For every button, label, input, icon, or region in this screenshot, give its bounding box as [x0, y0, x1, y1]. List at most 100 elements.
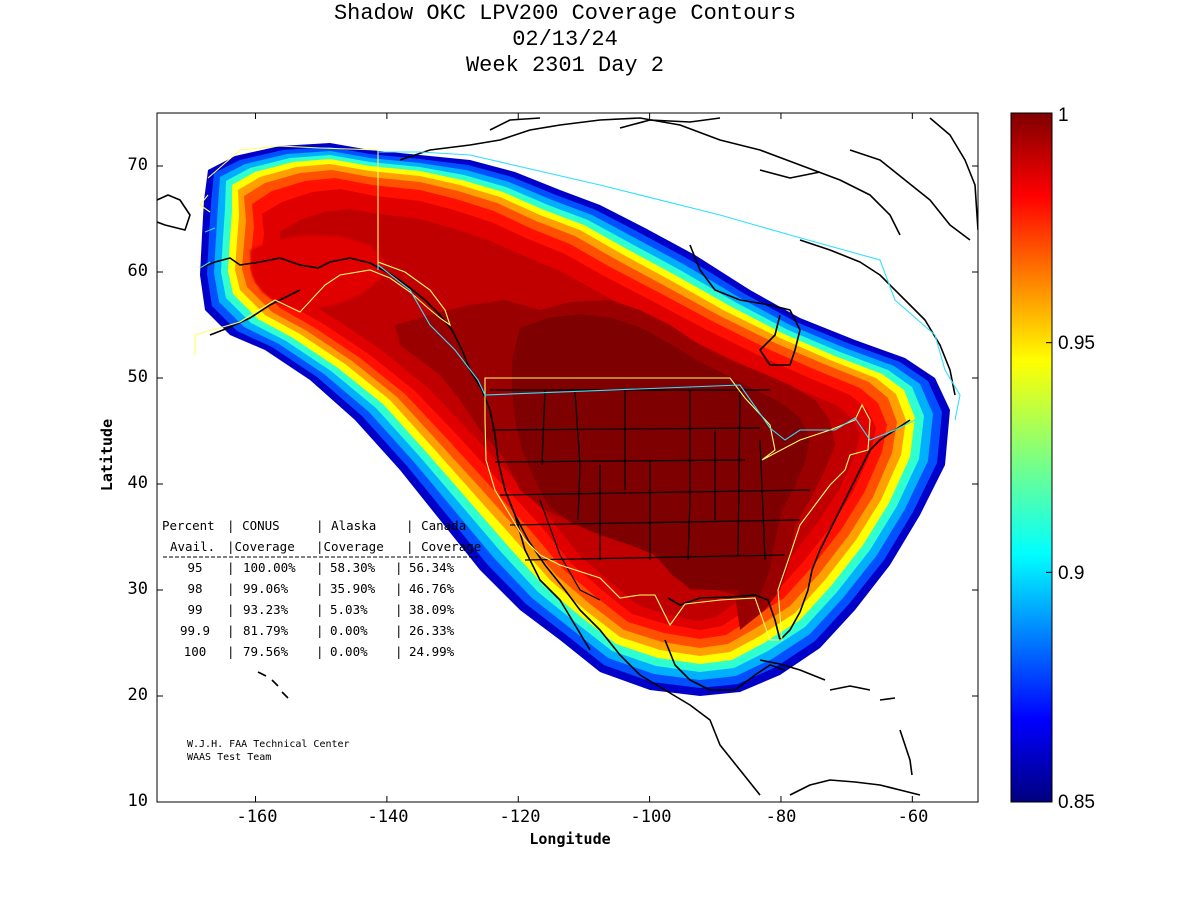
- map-date: 02/13/24: [512, 27, 618, 52]
- credit-line: W.J.H. FAA Technical Center: [187, 739, 350, 750]
- region-boundaries: [194, 145, 961, 641]
- colorbar-label: 0.9: [1058, 563, 1084, 584]
- coastline-labrador: [799, 239, 956, 396]
- table-header-cell: Canada: [421, 518, 466, 533]
- table-separator: |: [227, 644, 235, 659]
- table-cell: 93.23%: [243, 602, 289, 617]
- canada-boundary: [199, 151, 961, 441]
- colorbar: [1010, 112, 1053, 803]
- coastlines: [157, 117, 978, 796]
- coastline-hudson: [689, 244, 801, 366]
- contour-band: [250, 235, 385, 310]
- y-tick-label: 20: [128, 685, 148, 705]
- table-cell: 99.9: [180, 623, 210, 638]
- table-separator: |: [227, 581, 235, 596]
- table-cell: 56.34%: [409, 560, 455, 575]
- table-cell: 38.09%: [409, 602, 455, 617]
- y-tick-labels: 10 20 30 40 50 60 70: [128, 155, 148, 811]
- x-tick-label: -120: [500, 807, 541, 827]
- y-tick-label: 70: [128, 155, 148, 175]
- x-tick-label: -140: [368, 807, 409, 827]
- table-cell: 79.56%: [243, 644, 289, 659]
- coastline-alaska-peninsula: [209, 289, 301, 336]
- y-tick-label: 40: [128, 473, 148, 493]
- colorbar-label: 0.95: [1058, 333, 1095, 354]
- coastline-arctic-islands: [489, 117, 971, 241]
- table-cell: 5.03%: [330, 602, 368, 617]
- y-axis-title: Latitude: [98, 419, 116, 491]
- coastline-greenland: [929, 117, 978, 231]
- coastline-south-america: [789, 779, 921, 796]
- map-title: Shadow OKC LPV200 Coverage Contours: [333, 1, 797, 26]
- y-tick-label: 30: [128, 579, 148, 599]
- table-header-cell: Coverage: [235, 539, 295, 554]
- coastline-siberia: [157, 194, 191, 231]
- table-header-cell: Alaska: [331, 518, 376, 533]
- x-tick-labels: -160 -140 -120 -100 -80 -60: [237, 807, 929, 827]
- plot-frame: [156, 112, 979, 803]
- colorbar-label: 0.85: [1058, 792, 1095, 813]
- table-cell: 0.00%: [330, 623, 368, 638]
- coastline-caribbean: [829, 685, 913, 776]
- y-tick-label: 60: [128, 261, 148, 281]
- x-tick-label: -80: [766, 807, 797, 827]
- table-header-cell: Avail.: [170, 539, 215, 554]
- table-cell: 35.90%: [330, 581, 376, 596]
- table-separator: |: [395, 560, 403, 575]
- coverage-table: Percent | CONUS | Alaska | Canada Avail. |Co…: [162, 518, 481, 659]
- table-separator: |: [227, 623, 235, 638]
- x-tick-label: -60: [898, 807, 929, 827]
- table-separator: |: [316, 581, 324, 596]
- table-header-row: Avail. |Coverage |Coverage | Coverage: [170, 539, 481, 554]
- table-separator: |: [395, 602, 403, 617]
- x-axis-title: Longitude: [529, 830, 610, 848]
- table-cell: 100.00%: [243, 560, 296, 575]
- table-header-cell: CONUS: [242, 518, 280, 533]
- coastline-alaska: [199, 257, 483, 391]
- state-borders: [490, 389, 811, 601]
- table-separator: |: [316, 644, 324, 659]
- table-separator: |: [316, 560, 324, 575]
- table-separator: |: [395, 581, 403, 596]
- table-cell: 100: [184, 644, 207, 659]
- y-tick-label: 10: [128, 791, 148, 811]
- table-cell: 26.33%: [409, 623, 455, 638]
- coastline-cuba: [759, 659, 826, 681]
- colorbar-ticks: [1046, 112, 1052, 803]
- table-separator: |: [316, 623, 324, 638]
- axis-ticks: [157, 113, 978, 803]
- table-separator: |: [227, 602, 235, 617]
- map-week-day: Week 2301 Day 2: [465, 53, 665, 78]
- x-tick-label: -160: [237, 807, 278, 827]
- table-cell: 99.06%: [243, 581, 289, 596]
- coastline-west: [481, 389, 761, 796]
- credit-line: WAAS Test Team: [187, 752, 271, 763]
- coastline-baja: [514, 514, 591, 651]
- table-cell: 58.30%: [330, 560, 376, 575]
- table-header-cell: Coverage: [421, 539, 481, 554]
- colorbar-label: 1: [1058, 105, 1069, 126]
- table-cell: 98: [187, 581, 202, 596]
- coastline-arctic: [399, 117, 901, 236]
- table-separator: |: [395, 623, 403, 638]
- table-cell: 99: [187, 602, 202, 617]
- table-cell: 24.99%: [409, 644, 455, 659]
- table-cell: 81.79%: [243, 623, 289, 638]
- table-separator: |: [227, 560, 235, 575]
- table-cell: 0.00%: [330, 644, 368, 659]
- conus-boundary: [484, 377, 871, 641]
- coastline-hawaii: [257, 671, 289, 699]
- coastline-yucatan: [664, 639, 786, 691]
- table-header-cell: Percent: [162, 518, 215, 533]
- table-header-cell: Coverage: [324, 539, 384, 554]
- table-separator: |: [395, 644, 403, 659]
- x-tick-label: -100: [631, 807, 672, 827]
- table-rows: 95 | 100.00% | 58.30% | 56.34% 98 | 99.06% | 35.90%…: [180, 560, 455, 659]
- table-cell: 95: [187, 560, 202, 575]
- y-tick-label: 50: [128, 367, 148, 387]
- table-cell: 46.76%: [409, 581, 455, 596]
- alaska-boundary: [194, 145, 452, 355]
- table-separator: |: [316, 602, 324, 617]
- coastline-gulf: [667, 419, 911, 641]
